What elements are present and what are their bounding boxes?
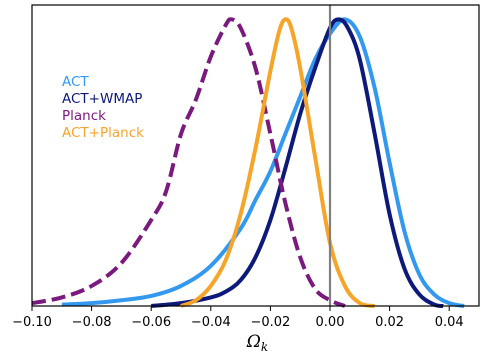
series-line-act-wmap [151,17,444,308]
x-tick-label: 0.02 [375,315,404,330]
series-line-act-planck [180,17,376,308]
legend-entry-planck: Planck [62,108,106,124]
x-axis-label-subscript: k [261,340,268,354]
x-axis-label: Ωk [246,332,268,354]
series-layer [31,17,465,308]
x-tick-label: −0.04 [191,315,231,330]
legend-entry-act-wmap: ACT+WMAP [62,91,142,107]
x-axis-label-symbol: Ω [246,332,261,352]
series-line-act [61,17,465,308]
x-tick-label: 0.00 [316,315,345,330]
series-line-planck [31,17,346,308]
x-tick-label: −0.06 [131,315,171,330]
x-axis-ticks: −0.10 −0.08 −0.06 −0.04 −0.02 0.00 0.02 0.04 [12,306,464,330]
legend-entry-act-planck: ACT+Planck [62,125,144,141]
x-tick-label: −0.08 [72,315,112,330]
legend-entry-act: ACT [62,74,89,90]
x-tick-label: 0.04 [435,315,464,330]
x-tick-label: −0.10 [12,315,52,330]
x-tick-label: −0.02 [250,315,290,330]
plot-frame [31,4,480,307]
